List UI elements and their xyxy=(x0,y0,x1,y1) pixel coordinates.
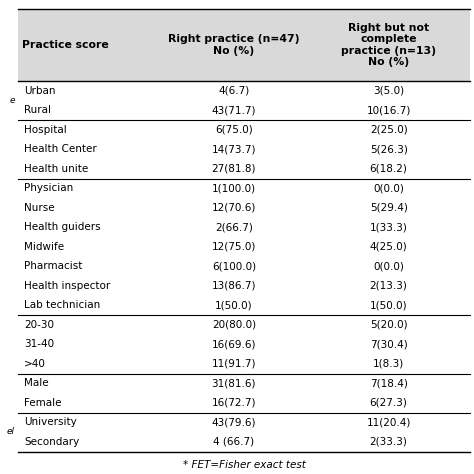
Text: 11(20.4): 11(20.4) xyxy=(366,417,411,427)
Text: Practice score: Practice score xyxy=(22,40,109,50)
Text: Health unite: Health unite xyxy=(24,164,88,174)
Text: 16(72.7): 16(72.7) xyxy=(211,398,256,408)
Text: Right but not
complete
practice (n=13)
No (%): Right but not complete practice (n=13) N… xyxy=(341,23,436,67)
Text: Health Center: Health Center xyxy=(24,144,97,154)
Text: >40: >40 xyxy=(24,359,46,369)
Text: Secondary: Secondary xyxy=(24,437,79,447)
Text: 16(69.6): 16(69.6) xyxy=(211,339,256,349)
Text: 7(18.4): 7(18.4) xyxy=(370,378,408,388)
Text: 43(79.6): 43(79.6) xyxy=(211,417,256,427)
Text: 4(6.7): 4(6.7) xyxy=(218,86,249,96)
Text: University: University xyxy=(24,417,77,427)
Text: Lab technician: Lab technician xyxy=(24,300,100,310)
Text: 12(70.6): 12(70.6) xyxy=(212,203,256,213)
Text: 5(20.0): 5(20.0) xyxy=(370,320,408,330)
Text: 1(50.0): 1(50.0) xyxy=(370,300,408,310)
Text: 2(66.7): 2(66.7) xyxy=(215,222,253,232)
Text: Nurse: Nurse xyxy=(24,203,55,213)
Text: 7(30.4): 7(30.4) xyxy=(370,339,408,349)
Text: Male: Male xyxy=(24,378,49,388)
Text: 14(73.7): 14(73.7) xyxy=(211,144,256,154)
Text: 20(80.0): 20(80.0) xyxy=(212,320,256,330)
Text: 1(33.3): 1(33.3) xyxy=(370,222,408,232)
Text: el: el xyxy=(7,428,15,437)
Text: 27(81.8): 27(81.8) xyxy=(211,164,256,174)
Text: Physician: Physician xyxy=(24,183,73,193)
Bar xyxy=(18,9,470,81)
Text: 3(5.0): 3(5.0) xyxy=(373,86,404,96)
Text: 13(86.7): 13(86.7) xyxy=(211,281,256,291)
Text: 5(26.3): 5(26.3) xyxy=(370,144,408,154)
Text: 2(25.0): 2(25.0) xyxy=(370,125,408,135)
Text: 12(75.0): 12(75.0) xyxy=(212,242,256,252)
Text: Rural: Rural xyxy=(24,105,51,115)
Text: 4 (66.7): 4 (66.7) xyxy=(213,437,255,447)
Text: 43(71.7): 43(71.7) xyxy=(211,105,256,115)
Text: Health inspector: Health inspector xyxy=(24,281,110,291)
Text: 31-40: 31-40 xyxy=(24,339,54,349)
Text: 1(8.3): 1(8.3) xyxy=(373,359,404,369)
Text: Midwife: Midwife xyxy=(24,242,64,252)
Text: e: e xyxy=(9,96,15,105)
Text: Hospital: Hospital xyxy=(24,125,67,135)
Text: 6(27.3): 6(27.3) xyxy=(370,398,408,408)
Text: 0(0.0): 0(0.0) xyxy=(373,261,404,271)
Text: 0(0.0): 0(0.0) xyxy=(373,183,404,193)
Text: 1(50.0): 1(50.0) xyxy=(215,300,253,310)
Text: 10(16.7): 10(16.7) xyxy=(366,105,411,115)
Text: Pharmacist: Pharmacist xyxy=(24,261,82,271)
Text: 2(13.3): 2(13.3) xyxy=(370,281,408,291)
Text: 2(33.3): 2(33.3) xyxy=(370,437,408,447)
Text: 11(91.7): 11(91.7) xyxy=(211,359,256,369)
Text: Health guiders: Health guiders xyxy=(24,222,100,232)
Text: Female: Female xyxy=(24,398,62,408)
Text: 1(100.0): 1(100.0) xyxy=(212,183,256,193)
Text: 6(75.0): 6(75.0) xyxy=(215,125,253,135)
Text: 6(100.0): 6(100.0) xyxy=(212,261,256,271)
Text: 31(81.6): 31(81.6) xyxy=(211,378,256,388)
Text: 4(25.0): 4(25.0) xyxy=(370,242,408,252)
Text: Urban: Urban xyxy=(24,86,55,96)
Text: 6(18.2): 6(18.2) xyxy=(370,164,408,174)
Text: Right practice (n=47)
No (%): Right practice (n=47) No (%) xyxy=(168,34,300,56)
Text: 5(29.4): 5(29.4) xyxy=(370,203,408,213)
Text: * FET=Fisher exact test: * FET=Fisher exact test xyxy=(182,459,305,470)
Text: 20-30: 20-30 xyxy=(24,320,54,330)
